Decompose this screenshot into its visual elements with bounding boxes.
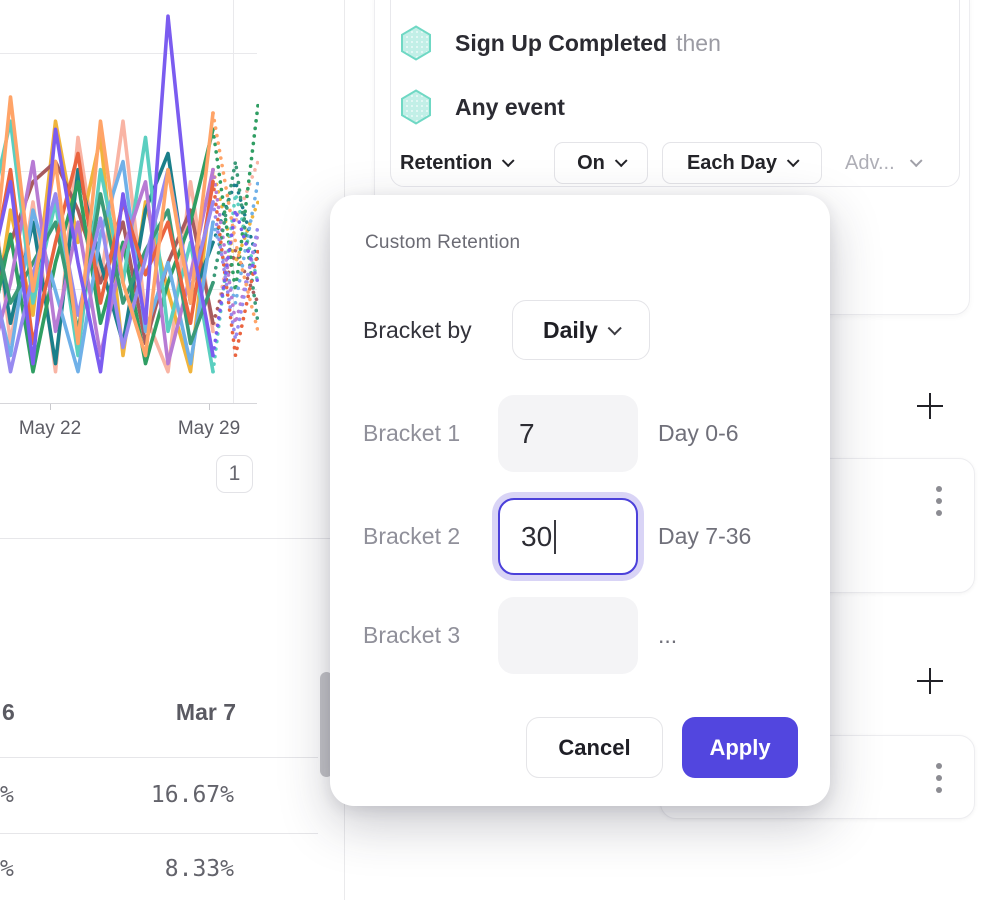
event-step-return[interactable]: Any event: [455, 94, 565, 121]
kebab-menu-icon[interactable]: [936, 763, 942, 799]
chart-line-cohort-orchid: [0, 159, 215, 366]
bracket-1-range-label: Day 0-6: [658, 420, 739, 446]
event-name: Sign Up Completed: [455, 30, 668, 56]
advanced-dropdown[interactable]: Adv...: [845, 142, 923, 184]
plus-icon[interactable]: [917, 393, 943, 419]
table-divider: [0, 833, 318, 834]
chevron-down-icon: [614, 154, 628, 168]
chart-line-cohort-turquoise: [211, 192, 259, 374]
bracket-1-label: Bracket 1: [363, 420, 461, 446]
event-step-first[interactable]: Sign Up Completed then: [455, 30, 721, 57]
chart-x-axis: [0, 403, 257, 410]
chart-line-cohort-violet: [0, 14, 215, 374]
table-cell-retention-value: 16.67%: [150, 782, 234, 808]
chart-line-cohort-orchid: [211, 167, 259, 326]
measure-label: Retention: [400, 151, 493, 174]
x-tick-label: May 29: [177, 418, 241, 439]
table-cell-partial: %: [0, 782, 14, 808]
chart-series-lines: [0, 14, 259, 374]
bracket-3-label: Bracket 3: [363, 622, 461, 648]
chart-line-cohort-lavender: [211, 200, 259, 342]
chart-canvas: [0, 0, 259, 410]
chart-line-cohort-maroon: [211, 248, 259, 326]
bracket-by-value: Daily: [543, 316, 598, 343]
bracket-1-value: 7: [519, 417, 535, 449]
bracket-2-value: 30: [521, 520, 553, 552]
x-tick-label: May 22: [18, 418, 82, 439]
bracket-by-dropdown[interactable]: Daily: [512, 300, 650, 360]
event-suffix: then: [676, 30, 721, 56]
retention-line-chart[interactable]: May 22 May 29: [0, 0, 345, 439]
chart-line-cohort-blue: [0, 159, 215, 374]
modal-title: Custom Retention: [365, 232, 521, 253]
measure-dropdown[interactable]: Retention: [400, 142, 515, 184]
apply-button[interactable]: Apply: [682, 717, 798, 778]
cancel-button[interactable]: Cancel: [526, 717, 663, 778]
event-name: Any event: [455, 94, 565, 120]
custom-retention-modal: Custom Retention Bracket by Daily Bracke…: [330, 195, 830, 806]
section-divider: [0, 538, 345, 539]
table-vertical-scrollbar[interactable]: [320, 672, 333, 777]
hexagon-icon: [401, 89, 431, 125]
bracket-2-range-label: Day 7-36: [658, 523, 752, 549]
on-dropdown[interactable]: On: [554, 142, 648, 184]
chart-line-cohort-seagreen: [211, 159, 259, 326]
chart-line-cohort-blue: [211, 180, 259, 305]
granularity-label: Each Day: [686, 151, 778, 174]
chart-line-cohort-orange: [0, 95, 215, 358]
text-caret: [554, 519, 557, 554]
bracket-3-input[interactable]: [498, 597, 638, 674]
table-cell-retention-value: 8.33%: [164, 856, 234, 882]
bracket-3-range-label: ...: [658, 622, 678, 648]
bracket-2-label: Bracket 2: [363, 523, 461, 549]
bracket-1-input[interactable]: 7: [498, 395, 638, 472]
bracket-by-label: Bracket by: [363, 316, 472, 343]
advanced-label: Adv...: [845, 151, 895, 174]
table-header-date-partial: 6: [2, 699, 15, 725]
chart-line-cohort-violet: [211, 208, 259, 358]
chart-line-cohort-coral: [0, 151, 215, 346]
left-results-section: May 22 May 29 1 6 Mar 7 % 16.67% % 8.33%: [0, 0, 345, 900]
chevron-down-icon: [786, 154, 800, 168]
chart-line-cohort-green: [211, 103, 259, 293]
hexagon-icon: [401, 25, 431, 61]
granularity-dropdown[interactable]: Each Day: [662, 142, 822, 184]
table-cell-partial: %: [0, 856, 14, 882]
plus-icon[interactable]: [917, 668, 943, 694]
kebab-menu-icon[interactable]: [936, 486, 942, 522]
pagination-page-button[interactable]: 1: [216, 455, 253, 493]
bracket-2-input-focused[interactable]: 30: [498, 498, 638, 575]
table-divider: [0, 757, 318, 758]
on-label: On: [577, 151, 605, 174]
chart-line-cohort-coral: [211, 180, 259, 358]
table-header-date: Mar 7: [175, 699, 236, 725]
chevron-down-icon: [607, 320, 622, 335]
